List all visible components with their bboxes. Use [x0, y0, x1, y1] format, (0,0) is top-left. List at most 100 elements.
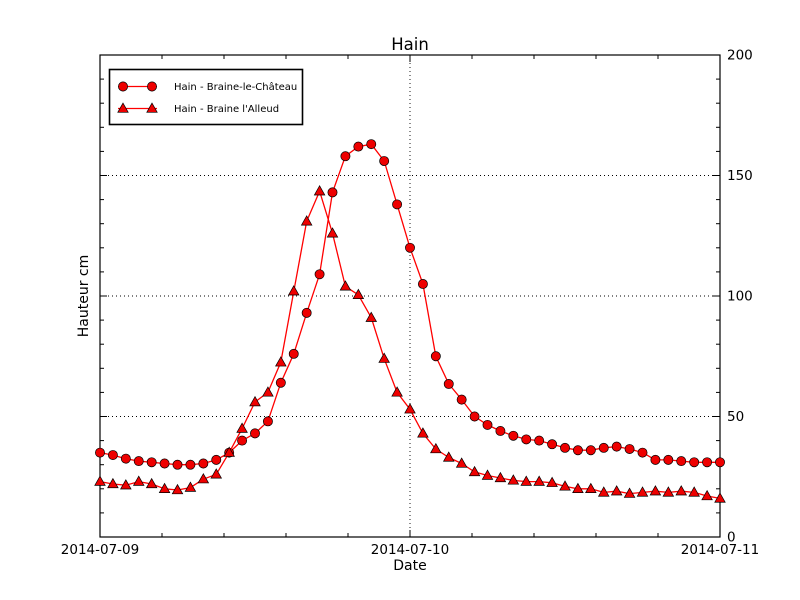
data-point-circle — [443, 379, 454, 389]
data-point-circle — [417, 279, 428, 289]
data-point-triangle — [210, 468, 223, 479]
data-point-triangle — [507, 474, 520, 485]
data-point-triangle — [455, 457, 468, 468]
data-point-circle — [211, 454, 222, 465]
data-point-circle — [495, 426, 506, 436]
data-point-triangle — [326, 227, 339, 238]
data-point-circle — [327, 187, 338, 198]
data-point-triangle — [546, 476, 558, 487]
data-point-circle — [650, 454, 661, 465]
data-point-triangle — [442, 451, 455, 462]
data-point-triangle — [533, 475, 545, 486]
data-point-triangle — [378, 352, 390, 363]
data-point-triangle — [107, 477, 119, 489]
y-tick-label: 150 — [727, 168, 753, 184]
data-point-triangle — [236, 422, 248, 433]
data-point-circle — [379, 156, 390, 166]
data-point-triangle — [365, 311, 378, 322]
data-point-triangle — [688, 486, 700, 497]
data-point-triangle — [158, 482, 171, 493]
data-point-triangle — [701, 489, 713, 501]
data-point-triangle — [313, 185, 326, 196]
data-point-triangle — [417, 427, 429, 438]
data-point-circle — [198, 458, 209, 469]
data-point-circle — [482, 419, 493, 430]
data-point-circle — [560, 442, 570, 453]
data-point-circle — [572, 445, 583, 456]
data-point-circle — [534, 435, 545, 446]
data-point-circle — [715, 457, 725, 468]
data-point-circle — [301, 307, 312, 318]
data-point-circle — [120, 453, 131, 464]
data-point-circle — [340, 151, 351, 162]
data-point-triangle — [339, 280, 352, 291]
data-point-circle — [456, 394, 467, 405]
chart-title: Hain — [391, 35, 429, 54]
legend-box — [108, 68, 304, 126]
data-point-triangle — [494, 471, 507, 483]
data-point-circle — [624, 444, 635, 454]
x-tick-label: 2014-07-09 — [61, 542, 139, 558]
x-tick-label: 2014-07-10 — [371, 542, 449, 558]
data-point-triangle — [662, 486, 675, 497]
data-point-triangle — [352, 288, 365, 299]
y-tick-label: 100 — [727, 289, 753, 305]
data-point-circle — [469, 411, 480, 422]
data-point-circle — [172, 459, 183, 470]
data-point-circle — [146, 457, 157, 468]
data-point-triangle — [145, 477, 158, 489]
data-point-triangle — [223, 446, 235, 457]
data-point-triangle — [300, 215, 313, 226]
data-point-circle — [585, 445, 596, 456]
data-point-triangle — [120, 479, 132, 490]
x-axis-label: Date — [393, 558, 427, 574]
legend-marker-triangle — [146, 102, 158, 113]
data-point-circle — [392, 199, 403, 210]
data-point-circle — [95, 447, 105, 458]
y-tick-label: 200 — [727, 48, 753, 64]
data-point-circle — [676, 456, 687, 467]
data-point-circle — [521, 434, 532, 445]
data-point-circle — [275, 377, 286, 388]
data-point-triangle — [430, 442, 442, 454]
data-point-circle — [508, 430, 519, 441]
data-point-triangle — [262, 386, 274, 397]
y-tick-label: 50 — [727, 409, 744, 425]
legend-entry-label: Hain - Braine l'Alleud — [174, 104, 279, 115]
data-point-circle — [366, 139, 377, 150]
x-tick-label: 2014-07-11 — [681, 542, 759, 558]
data-point-triangle — [636, 486, 649, 497]
legend-marker-triangle — [117, 102, 129, 113]
data-point-triangle — [468, 465, 481, 477]
data-point-triangle — [610, 485, 623, 496]
data-point-triangle — [675, 485, 688, 496]
data-point-triangle — [275, 356, 287, 367]
data-point-circle — [547, 439, 558, 450]
data-point-triangle — [171, 483, 184, 495]
data-point-circle — [405, 242, 415, 253]
data-point-triangle — [132, 475, 145, 486]
data-point-triangle — [623, 487, 636, 498]
data-point-circle — [288, 348, 299, 359]
data-point-circle — [611, 441, 622, 452]
data-point-circle — [430, 351, 441, 362]
data-point-circle — [663, 454, 674, 465]
y-tick-label: 0 — [727, 530, 736, 546]
data-point-circle — [262, 416, 273, 427]
data-point-triangle — [714, 492, 726, 503]
data-point-triangle — [197, 473, 210, 484]
data-point-triangle — [184, 481, 197, 492]
data-point-circle — [689, 457, 700, 468]
y-axis-label: Hauteur cm — [76, 254, 92, 338]
data-point-triangle — [559, 480, 571, 491]
legend-marker-circle — [118, 81, 128, 92]
data-point-circle — [133, 456, 144, 467]
data-point-circle — [185, 459, 196, 470]
data-point-circle — [159, 458, 170, 469]
data-point-triangle — [585, 482, 597, 493]
data-point-triangle — [391, 386, 403, 397]
data-point-triangle — [94, 475, 106, 486]
data-point-triangle — [481, 469, 494, 480]
